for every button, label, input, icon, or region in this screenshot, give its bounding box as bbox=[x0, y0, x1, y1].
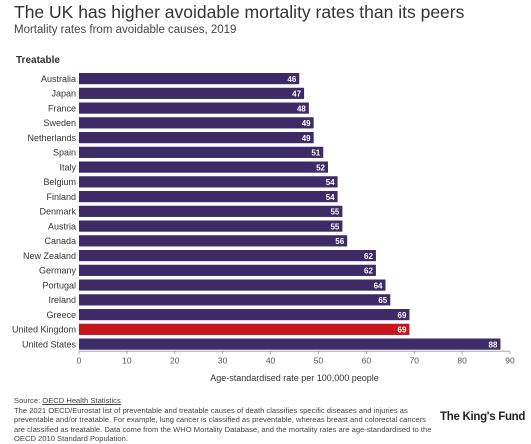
value-label: 55 bbox=[330, 222, 339, 231]
category-label: Finland bbox=[46, 192, 76, 202]
bar-portugal bbox=[79, 279, 386, 291]
value-label: 52 bbox=[316, 163, 325, 172]
bar-austria bbox=[79, 220, 343, 232]
category-label: Sweden bbox=[43, 118, 76, 128]
value-label: 46 bbox=[287, 75, 296, 84]
value-label: 56 bbox=[335, 237, 344, 246]
category-label: Australia bbox=[41, 74, 76, 84]
category-label: Austria bbox=[48, 221, 76, 231]
bar-germany bbox=[79, 264, 376, 276]
x-tick-label: 0 bbox=[77, 356, 82, 366]
kings-fund-logo: The King's Fund bbox=[440, 411, 526, 423]
bar-united-kingdom bbox=[79, 323, 410, 335]
bar-greece bbox=[79, 309, 410, 321]
value-label: 55 bbox=[330, 208, 339, 217]
category-label: Japan bbox=[51, 89, 76, 99]
bar-denmark bbox=[79, 205, 343, 217]
bar-canada bbox=[79, 235, 348, 247]
bar-italy bbox=[79, 161, 329, 173]
category-label: Netherlands bbox=[27, 133, 76, 143]
chart-subtitle: Mortality rates from avoidable causes, 2… bbox=[14, 24, 237, 36]
panel-label: Treatable bbox=[16, 55, 60, 66]
bar-netherlands bbox=[79, 132, 314, 144]
bar-united-states bbox=[79, 338, 501, 350]
bar-japan bbox=[79, 87, 305, 99]
value-label: 47 bbox=[292, 90, 301, 99]
value-label: 65 bbox=[378, 296, 387, 305]
value-label: 69 bbox=[398, 311, 407, 320]
bar-spain bbox=[79, 146, 324, 158]
bar-ireland bbox=[79, 294, 391, 306]
bar-chart: Australia 46 Japan 47 France 48 Sweden 49 Nether… bbox=[12, 73, 515, 383]
bar-australia bbox=[79, 73, 300, 85]
x-tick-label: 20 bbox=[170, 356, 180, 366]
x-tick-label: 70 bbox=[409, 356, 419, 366]
category-label: United States bbox=[22, 339, 77, 349]
value-label: 51 bbox=[311, 149, 320, 158]
bar-belgium bbox=[79, 176, 338, 188]
category-label: Belgium bbox=[43, 177, 76, 187]
category-label: New Zealand bbox=[23, 251, 76, 261]
category-label: Ireland bbox=[48, 295, 76, 305]
x-tick-label: 60 bbox=[362, 356, 372, 366]
value-label: 62 bbox=[364, 252, 373, 261]
value-label: 49 bbox=[302, 119, 311, 128]
x-axis-label: Age-standardised rate per 100,000 people bbox=[210, 373, 379, 383]
category-label: United Kingdom bbox=[12, 325, 76, 335]
x-tick-label: 50 bbox=[314, 356, 324, 366]
source-prefix: Source: bbox=[14, 396, 43, 405]
bar-finland bbox=[79, 191, 338, 203]
bar-sweden bbox=[79, 117, 314, 129]
value-label: 64 bbox=[374, 281, 383, 290]
category-label: Spain bbox=[53, 148, 76, 158]
source-link[interactable]: OECD Health Statistics bbox=[42, 396, 121, 405]
value-label: 69 bbox=[398, 326, 407, 335]
value-label: 62 bbox=[364, 267, 373, 276]
x-tick-label: 90 bbox=[505, 356, 515, 366]
x-tick-label: 40 bbox=[266, 356, 276, 366]
category-label: Portugal bbox=[42, 280, 76, 290]
bar-new-zealand bbox=[79, 250, 376, 262]
value-label: 54 bbox=[326, 193, 335, 202]
value-label: 48 bbox=[297, 104, 306, 113]
category-label: Germany bbox=[39, 266, 77, 276]
category-label: Italy bbox=[59, 162, 76, 172]
category-label: Greece bbox=[46, 310, 76, 320]
bar-france bbox=[79, 102, 309, 114]
x-tick-label: 80 bbox=[457, 356, 467, 366]
x-tick-label: 30 bbox=[218, 356, 228, 366]
value-label: 54 bbox=[326, 178, 335, 187]
x-tick-label: 10 bbox=[122, 356, 132, 366]
chart-title: The UK has higher avoidable mortality ra… bbox=[14, 2, 465, 22]
category-label: Canada bbox=[44, 236, 76, 246]
category-label: Denmark bbox=[39, 207, 76, 217]
value-label: 88 bbox=[489, 340, 498, 349]
methodology-note: The 2021 OECD/Eurostat list of preventab… bbox=[14, 405, 432, 444]
value-label: 49 bbox=[302, 134, 311, 143]
source-note: Source: OECD Health Statistics The 2021 … bbox=[14, 396, 434, 444]
category-label: France bbox=[48, 103, 76, 113]
